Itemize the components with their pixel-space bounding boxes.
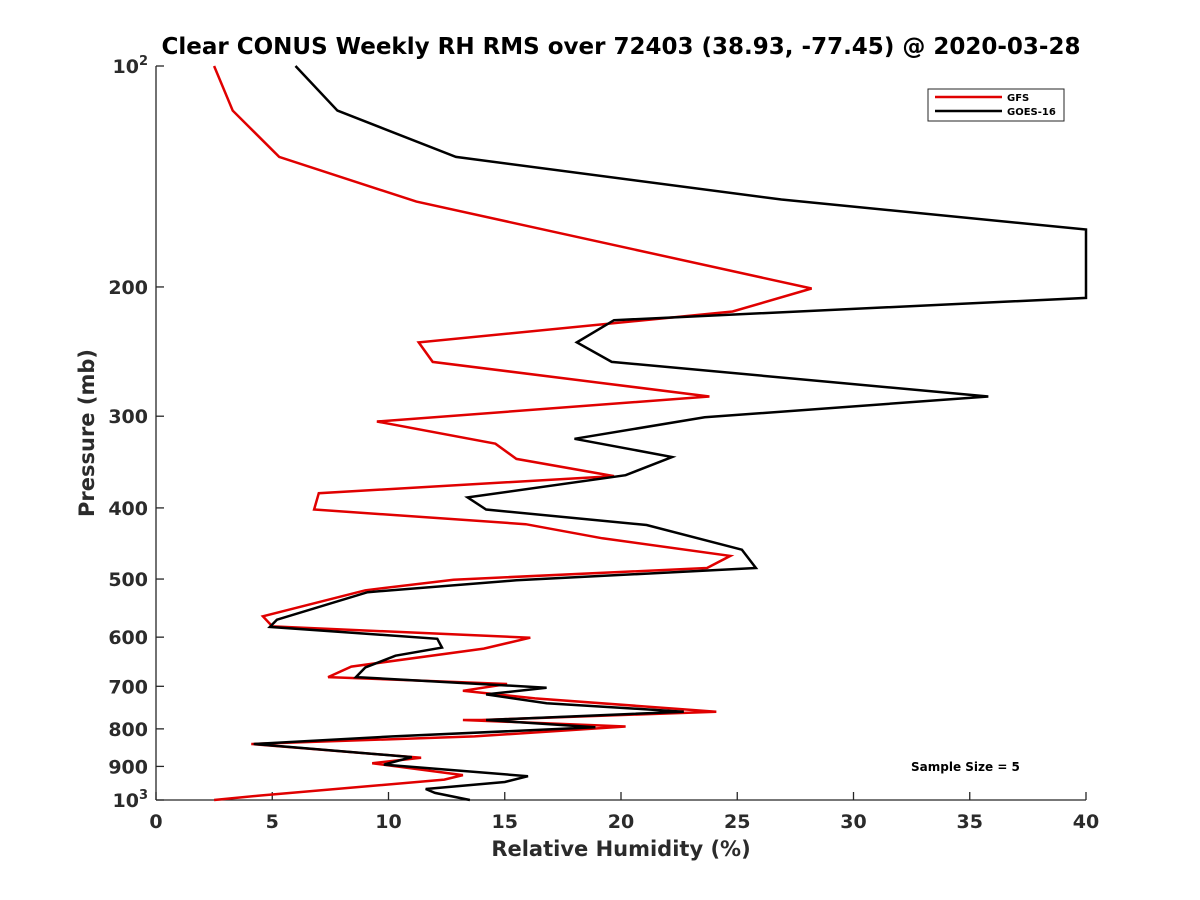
series-lines (212, 65, 1088, 802)
series-line-gfs (212, 65, 812, 802)
x-tick-label: 10 (375, 811, 401, 833)
sample-size-annotation: Sample Size = 5 (911, 760, 1020, 774)
legend-box (927, 88, 1065, 122)
legend-label-goes16: GOES-16 (1007, 107, 1056, 118)
y-tick-label: 500 (108, 569, 148, 591)
y-tick-base: 10 (113, 56, 139, 78)
chart-title: Clear CONUS Weekly RH RMS over 72403 (38… (162, 34, 1081, 60)
x-tick-label: 35 (957, 811, 983, 833)
x-tick-label: 30 (840, 811, 866, 833)
y-tick-label: 700 (108, 676, 148, 698)
y-axis-label: Pressure (mb) (75, 349, 99, 517)
x-tick-label: 5 (266, 811, 279, 833)
y-tick-label: 103 (113, 788, 149, 812)
y-tick-label: 600 (108, 627, 148, 649)
y-tick-label: 900 (108, 756, 148, 778)
x-tick-label: 40 (1073, 811, 1099, 833)
y-tick-label: 400 (108, 498, 148, 520)
y-tick-exponent: 3 (139, 788, 148, 803)
plot-area (155, 66, 1086, 801)
legend-label-gfs: GFS (1007, 93, 1029, 104)
y-tick-label: 800 (108, 719, 148, 741)
y-tick-exponent: 2 (139, 54, 148, 69)
y-tick-label: 300 (108, 406, 148, 428)
legend: GFS GOES-16 (927, 88, 1065, 122)
x-tick-label: 0 (149, 811, 162, 833)
y-tick-label: 102 (113, 54, 149, 78)
series-line-goes16 (253, 65, 1088, 802)
y-tick-base: 10 (113, 790, 139, 812)
x-tick-label: 15 (492, 811, 518, 833)
y-tick-label: 200 (108, 277, 148, 299)
x-tick-label: 20 (608, 811, 634, 833)
x-axis-label: Relative Humidity (%) (491, 837, 750, 861)
x-tick-label: 25 (724, 811, 750, 833)
x-axis-ticks: 0 5 10 15 20 25 30 35 40 (149, 792, 1099, 833)
